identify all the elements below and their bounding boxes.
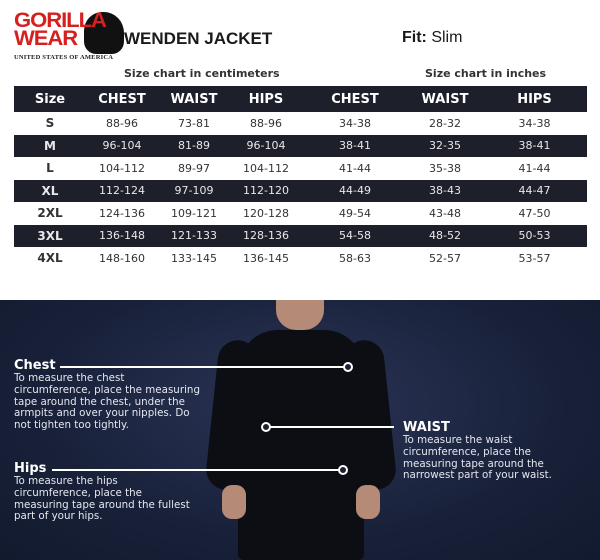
measurement-cell: 41-44 (339, 161, 371, 175)
fit-key: Fit: (402, 29, 427, 46)
measurement-cell: 32-35 (408, 134, 482, 157)
measurement-cell: 133-145 (171, 251, 217, 265)
chest-title: Chest (14, 358, 56, 373)
caption-cm: Size chart in centimeters (124, 67, 280, 80)
hips-text: To measure the hips circumference, place… (14, 475, 190, 523)
column-header: CHEST (86, 86, 158, 112)
gorilla-icon (84, 12, 124, 54)
column-header: WAIST (158, 86, 230, 112)
measurement-cell: 136-145 (243, 251, 289, 265)
table-row: XL 112-124 97-109 112-120 44-49 38-43 44-47 (14, 179, 587, 202)
measurement-cell: 43-48 (429, 206, 461, 220)
waist-note: WAIST To measure the waist circumference… (403, 420, 563, 482)
measurement-cell: 148-160 (99, 251, 145, 265)
hips-line (52, 469, 342, 471)
table-row: 3XL 136-148 121-133 128-136 54-58 48-52 50-53 (14, 224, 587, 247)
chest-text: To measure the chest circumference, plac… (14, 372, 200, 432)
measurement-cell: 121-133 (158, 224, 230, 247)
measurement-cell: 81-89 (158, 134, 230, 157)
model-right-hand (356, 485, 380, 519)
measurement-cell: 47-50 (518, 206, 551, 220)
measurement-cell: 38-41 (302, 134, 408, 157)
logo-line2: WEAR (14, 27, 78, 50)
measurement-cell: 38-43 (408, 179, 482, 202)
waist-text: To measure the waist circumference, plac… (403, 434, 552, 482)
column-header: CHEST (302, 86, 408, 112)
measurement-cell: 38-41 (482, 134, 587, 157)
measurement-cell: 58-63 (339, 251, 371, 265)
measurement-cell: 28-32 (429, 116, 461, 130)
measurement-cell: 54-58 (302, 224, 408, 247)
table-row: S 88-96 73-81 88-96 34-38 28-32 34-38 (14, 112, 587, 135)
logo-tagline: UNITED STATES OF AMERICA (14, 54, 114, 61)
fit-value: Slim (431, 29, 463, 46)
measurement-cell: 41-44 (518, 161, 551, 175)
waist-title: WAIST (403, 420, 450, 435)
column-header: HIPS (482, 86, 587, 112)
fit-label: Fit: Slim (402, 29, 462, 47)
measurement-cell: 96-104 (86, 134, 158, 157)
chest-marker (343, 362, 353, 372)
gorilla-wear-logo: GORILLA WEAR UNITED STATES OF AMERICA (14, 10, 124, 61)
measurement-cell: 112-120 (230, 179, 302, 202)
table-row: 4XL 148-160 133-145 136-145 58-63 52-57 53-57 (14, 247, 587, 270)
measurement-cell: 44-47 (482, 179, 587, 202)
table-row: 2XL 124-136 109-121 120-128 49-54 43-48 47-50 (14, 202, 587, 225)
measurement-cell: 124-136 (99, 206, 145, 220)
measurement-cell: 49-54 (339, 206, 371, 220)
size-cell: S (45, 116, 55, 131)
chest-note: Chest To measure the chest circumference… (14, 358, 204, 432)
table-row: L 104-112 89-97 104-112 41-44 35-38 41-44 (14, 157, 587, 180)
measurement-cell: 88-96 (106, 116, 138, 130)
hips-note: Hips To measure the hips circumference, … (14, 461, 194, 523)
chest-line (60, 366, 345, 368)
measurement-cell: 35-38 (429, 161, 461, 175)
measurement-cell: 136-148 (86, 224, 158, 247)
measurement-cell: 34-38 (339, 116, 371, 130)
column-header: HIPS (230, 86, 302, 112)
measurement-guide: Chest To measure the chest circumference… (0, 300, 600, 560)
measurement-cell: 109-121 (171, 206, 217, 220)
measurement-cell: 44-49 (302, 179, 408, 202)
size-cell: 3XL (14, 224, 86, 247)
column-header: Size (14, 86, 86, 112)
measurement-cell: 128-136 (230, 224, 302, 247)
product-title: WENDEN JACKET (124, 29, 273, 48)
waist-marker (261, 422, 271, 432)
caption-inches: Size chart in inches (425, 67, 547, 80)
size-cell: 4XL (37, 251, 63, 266)
measurement-cell: 34-38 (518, 116, 551, 130)
size-cell: M (14, 134, 86, 157)
measurement-cell: 73-81 (178, 116, 210, 130)
measurement-cell: 52-57 (429, 251, 461, 265)
measurement-cell: 48-52 (408, 224, 482, 247)
measurement-cell: 89-97 (178, 161, 210, 175)
size-cell: XL (14, 179, 86, 202)
column-header: WAIST (408, 86, 482, 112)
measurement-cell: 112-124 (86, 179, 158, 202)
measurement-cell: 97-109 (158, 179, 230, 202)
measurement-cell: 50-53 (482, 224, 587, 247)
measurement-cell: 104-112 (99, 161, 145, 175)
measurement-cell: 104-112 (243, 161, 289, 175)
size-chart-table: Size CHEST WAIST HIPS CHEST WAIST HIPS S 88-96 7… (14, 86, 587, 270)
table-header-row: Size CHEST WAIST HIPS CHEST WAIST HIPS (14, 86, 587, 112)
measurement-cell: 53-57 (518, 251, 551, 265)
hips-marker (338, 465, 348, 475)
logo-line1: GORILLA (14, 9, 107, 32)
model-neck (276, 300, 324, 330)
size-cell: 2XL (37, 206, 63, 221)
size-cell: L (46, 161, 54, 176)
measurement-cell: 96-104 (230, 134, 302, 157)
measurement-cell: 88-96 (250, 116, 282, 130)
waist-line (270, 426, 394, 428)
model-left-hand (222, 485, 246, 519)
table-row: M 96-104 81-89 96-104 38-41 32-35 38-41 (14, 134, 587, 157)
measurement-cell: 120-128 (243, 206, 289, 220)
hips-title: Hips (14, 461, 47, 476)
